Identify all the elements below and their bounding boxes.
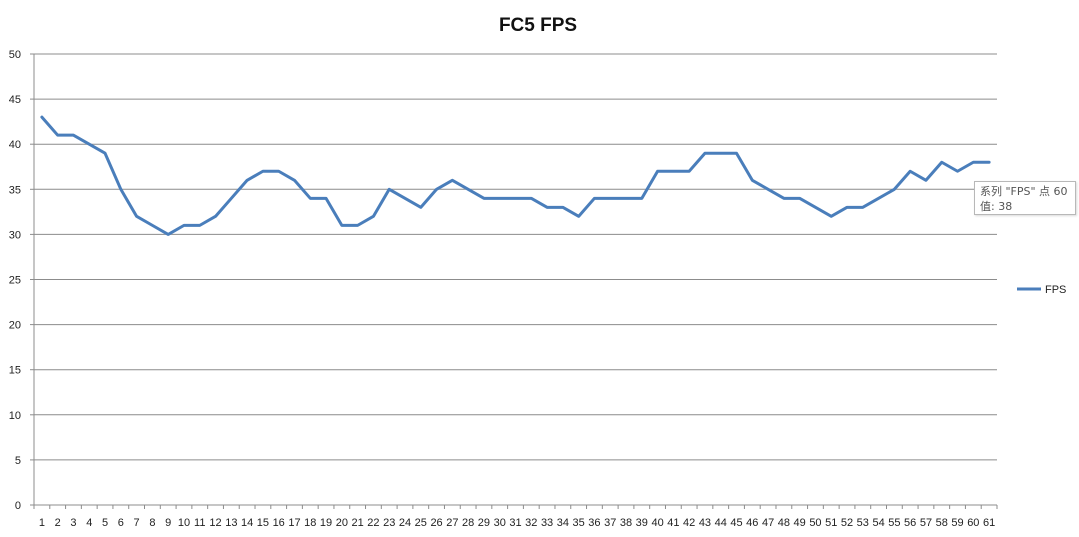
x-tick-label-21: 21 — [352, 517, 364, 529]
x-tick-label-35: 35 — [573, 517, 585, 529]
x-tick-label-38: 38 — [620, 517, 632, 529]
x-tick-label-32: 32 — [525, 517, 537, 529]
x-tick-label-27: 27 — [446, 517, 458, 529]
y-tick-label-30: 30 — [9, 229, 21, 241]
x-tick-label-28: 28 — [462, 517, 474, 529]
x-tick-label-59: 59 — [951, 517, 963, 529]
x-axis-tick-labels: 1 2 3 4 5 6 7 8 9 10 11 12 13 14 15 16 17 18 19 20 21 22 23 24 2… — [39, 517, 995, 529]
x-tick-label-60: 60 — [967, 517, 979, 529]
x-tick-label-33: 33 — [541, 517, 553, 529]
x-tick-label-53: 53 — [857, 517, 869, 529]
x-tick-label-34: 34 — [557, 517, 569, 529]
x-tick-label-45: 45 — [730, 517, 742, 529]
x-tick-label-22: 22 — [367, 517, 379, 529]
y-tick-label-20: 20 — [9, 320, 21, 332]
legend-label-fps: FPS — [1045, 284, 1066, 296]
y-tick-label-10: 10 — [9, 410, 21, 422]
x-tick-label-58: 58 — [936, 517, 948, 529]
x-tick-label-47: 47 — [762, 517, 774, 529]
x-tick-label-23: 23 — [383, 517, 395, 529]
x-tick-label-15: 15 — [257, 517, 269, 529]
x-tick-label-46: 46 — [746, 517, 758, 529]
x-tick-label-61: 61 — [983, 517, 995, 529]
x-tick-label-18: 18 — [304, 517, 316, 529]
x-tick-label-48: 48 — [778, 517, 790, 529]
x-tick-label-2: 2 — [55, 517, 61, 529]
x-tick-label-43: 43 — [699, 517, 711, 529]
x-tick-label-54: 54 — [872, 517, 884, 529]
x-tick-label-51: 51 — [825, 517, 837, 529]
x-tick-label-30: 30 — [494, 517, 506, 529]
x-tick-label-44: 44 — [715, 517, 727, 529]
x-tick-label-56: 56 — [904, 517, 916, 529]
x-tick-label-16: 16 — [273, 517, 285, 529]
legend: FPS — [1017, 284, 1066, 296]
x-tick-label-49: 49 — [794, 517, 806, 529]
series-line-fps — [40, 115, 991, 236]
x-tick-label-5: 5 — [102, 517, 108, 529]
x-tick-label-42: 42 — [683, 517, 695, 529]
data-point-tooltip: 系列 "FPS" 点 60 值: 38 — [974, 181, 1076, 215]
x-tick-label-17: 17 — [288, 517, 300, 529]
x-tick-label-10: 10 — [178, 517, 190, 529]
x-tick-label-24: 24 — [399, 517, 411, 529]
y-tick-label-25: 25 — [9, 275, 21, 287]
x-tick-label-31: 31 — [509, 517, 521, 529]
x-tick-label-57: 57 — [920, 517, 932, 529]
y-axis-tick-labels: 0 5 10 15 20 25 30 35 40 45 50 — [9, 49, 21, 512]
tooltip-series-point: 系列 "FPS" 点 60 — [980, 185, 1068, 198]
x-tick-label-36: 36 — [588, 517, 600, 529]
x-tick-label-29: 29 — [478, 517, 490, 529]
x-tick-label-25: 25 — [415, 517, 427, 529]
x-tick-label-39: 39 — [636, 517, 648, 529]
x-tick-label-40: 40 — [651, 517, 663, 529]
x-tick-label-14: 14 — [241, 517, 253, 529]
axes — [30, 53, 998, 509]
x-tick-label-20: 20 — [336, 517, 348, 529]
y-tick-label-0: 0 — [15, 500, 21, 512]
x-tick-label-4: 4 — [86, 517, 92, 529]
x-tick-label-41: 41 — [667, 517, 679, 529]
x-tick-label-26: 26 — [430, 517, 442, 529]
x-tick-label-55: 55 — [888, 517, 900, 529]
y-tick-label-5: 5 — [15, 455, 21, 467]
y-tick-label-35: 35 — [9, 184, 21, 196]
x-tick-label-13: 13 — [225, 517, 237, 529]
x-tick-label-1: 1 — [39, 517, 45, 529]
y-tick-label-15: 15 — [9, 365, 21, 377]
x-tick-label-37: 37 — [604, 517, 616, 529]
tooltip-value: 值: 38 — [980, 200, 1013, 213]
x-tick-label-19: 19 — [320, 517, 332, 529]
x-tick-label-6: 6 — [118, 517, 124, 529]
x-tick-label-50: 50 — [809, 517, 821, 529]
y-tick-label-50: 50 — [9, 49, 21, 61]
x-tick-label-12: 12 — [209, 517, 221, 529]
series-layer — [40, 115, 991, 236]
y-tick-label-40: 40 — [9, 139, 21, 151]
chart-title: FC5 FPS — [499, 15, 577, 36]
x-tick-label-9: 9 — [165, 517, 171, 529]
x-tick-label-8: 8 — [149, 517, 155, 529]
y-tick-label-45: 45 — [9, 94, 21, 106]
x-tick-label-7: 7 — [134, 517, 140, 529]
x-tick-label-11: 11 — [194, 517, 205, 529]
gridlines — [34, 53, 997, 461]
x-tick-label-52: 52 — [841, 517, 853, 529]
x-tick-label-3: 3 — [70, 517, 76, 529]
